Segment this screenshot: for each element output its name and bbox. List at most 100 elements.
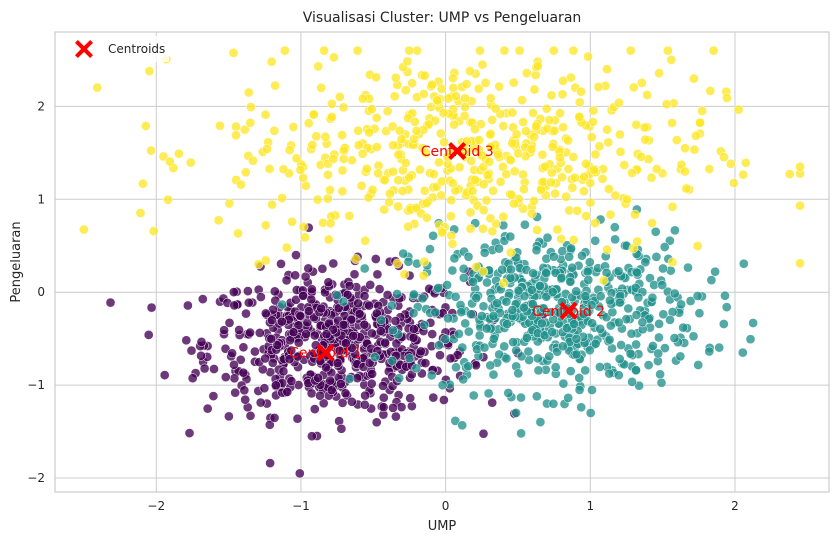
data-point (574, 112, 585, 122)
data-point (663, 45, 673, 56)
data-point (507, 107, 518, 118)
data-point (385, 188, 395, 199)
data-point (163, 194, 173, 205)
data-point (470, 175, 480, 185)
data-point (403, 221, 413, 232)
data-point (527, 299, 538, 309)
data-point (574, 373, 585, 383)
data-point (499, 45, 510, 56)
data-point (238, 367, 249, 378)
data-point (480, 78, 491, 88)
data-point (174, 148, 184, 159)
data-point (238, 342, 249, 353)
data-point (466, 156, 477, 166)
data-point (720, 290, 730, 301)
data-point (439, 137, 449, 148)
data-point (224, 198, 235, 209)
data-point (197, 294, 208, 304)
data-point (503, 388, 514, 398)
data-point (714, 342, 725, 353)
data-point (415, 164, 425, 175)
data-point (614, 97, 624, 108)
data-point (577, 250, 587, 261)
y-tick-label: 2 (37, 99, 45, 113)
data-point (631, 119, 642, 130)
data-point (396, 402, 407, 412)
data-point (231, 130, 241, 141)
data-point (678, 322, 689, 333)
data-point (740, 157, 751, 168)
data-point (241, 308, 251, 319)
y-axis-label: Pengeluaran (9, 221, 24, 302)
data-point (338, 296, 349, 307)
data-point (593, 82, 604, 92)
data-point (293, 337, 304, 348)
data-point (269, 286, 280, 297)
data-point (465, 66, 475, 76)
data-point (486, 141, 496, 152)
data-point (371, 112, 382, 123)
data-point (378, 392, 389, 403)
data-point (513, 148, 524, 159)
data-point (520, 219, 530, 230)
data-point (693, 360, 704, 370)
data-point (667, 257, 678, 268)
data-point (628, 82, 639, 93)
data-point (466, 309, 476, 320)
data-point (457, 420, 468, 431)
data-point (454, 329, 464, 339)
data-point (311, 131, 322, 142)
data-point (357, 148, 368, 159)
data-point (196, 337, 207, 347)
data-point (509, 166, 520, 177)
data-point (410, 116, 420, 127)
data-point (610, 234, 620, 245)
data-point (337, 130, 347, 140)
data-point (340, 388, 351, 399)
data-point (675, 351, 686, 362)
data-point (640, 257, 651, 268)
data-point (495, 176, 506, 187)
data-point (144, 66, 155, 76)
data-point (506, 190, 517, 200)
data-point (692, 291, 703, 301)
data-point (335, 379, 346, 389)
data-point (516, 392, 526, 403)
data-point (555, 152, 565, 163)
data-point (590, 218, 600, 228)
data-point (487, 115, 498, 125)
data-point (485, 129, 496, 140)
data-point (240, 167, 251, 178)
data-point (337, 165, 348, 176)
data-point (446, 230, 457, 241)
data-point (336, 423, 347, 434)
data-point (259, 383, 270, 394)
data-point (547, 327, 558, 337)
data-point (465, 223, 476, 234)
data-point (478, 205, 489, 216)
data-point (364, 127, 375, 138)
data-point (531, 391, 542, 402)
data-point (784, 169, 795, 179)
x-tick-label: 2 (731, 499, 739, 513)
data-point (332, 290, 343, 301)
data-point (306, 388, 317, 399)
data-point (482, 277, 492, 288)
data-point (338, 102, 349, 113)
data-point (508, 337, 518, 347)
data-point (501, 353, 512, 364)
data-point (332, 358, 343, 369)
data-point (580, 291, 591, 302)
data-point (546, 167, 557, 178)
data-point (474, 135, 485, 145)
data-point (654, 68, 665, 79)
data-point (321, 329, 332, 340)
data-point (367, 104, 377, 114)
data-point (264, 419, 275, 430)
data-point (513, 285, 524, 296)
data-point (364, 300, 374, 311)
data-point (670, 225, 680, 236)
data-point (371, 308, 382, 319)
data-point (497, 264, 508, 275)
data-point (148, 226, 159, 236)
